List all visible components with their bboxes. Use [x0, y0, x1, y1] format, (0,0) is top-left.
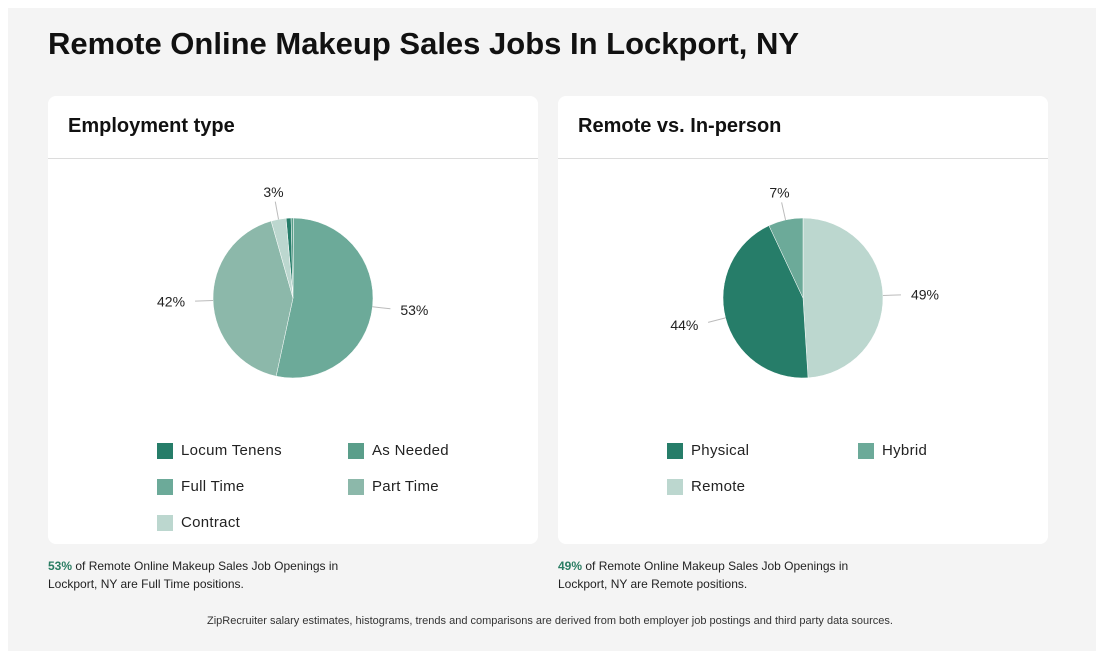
legend-swatch [157, 478, 173, 495]
pie-slice-part-time [212, 220, 294, 377]
pie-label-leader-line [195, 300, 214, 302]
pie-label-leader-line [882, 294, 901, 296]
legend-item-physical: Physical [667, 442, 749, 459]
remote-caption-highlight: 49% [558, 559, 583, 573]
legend-item-contract: Contract [157, 514, 240, 531]
legend-item-full-time: Full Time [157, 478, 245, 495]
legend-label: As Needed [372, 442, 449, 459]
pie-slice-hybrid [768, 217, 804, 299]
remote-caption: 49% of Remote Online Makeup Sales Job Op… [558, 557, 888, 593]
legend-item-hybrid: Hybrid [858, 442, 927, 459]
legend-label: Full Time [181, 478, 245, 495]
legend-item-part-time: Part Time [348, 478, 439, 495]
employment-type-title: Employment type [68, 115, 235, 137]
pie-slice-remote [802, 217, 884, 379]
remote-vs-inperson-card: Remote vs. In-person 49% 44% 7% Physical Hy… [558, 96, 1048, 544]
legend-swatch [667, 442, 683, 459]
pie-percent-label-hybrid: 7% [769, 185, 789, 201]
legend-swatch [858, 442, 874, 459]
pie-percent-label-remote: 49% [911, 287, 939, 303]
pie-slice-contract [270, 218, 294, 299]
pie-percent-label-contract: 3% [263, 184, 283, 200]
employment-caption-highlight: 53% [48, 559, 73, 573]
legend-swatch [157, 514, 173, 531]
legend-label: Hybrid [882, 442, 928, 459]
remote-vs-inperson-title: Remote vs. In-person [578, 115, 782, 137]
legend-label: Contract [181, 514, 241, 531]
employment-caption-text: of Remote Online Makeup Sales Job Openin… [48, 559, 339, 591]
legend-swatch [348, 442, 364, 459]
employment-type-card: Employment type 53% 42% 3% Locum Tenens As … [48, 96, 538, 544]
remote-caption-text: of Remote Online Makeup Sales Job Openin… [558, 559, 849, 591]
legend-item-remote: Remote [667, 478, 745, 495]
legend-label: Part Time [372, 478, 439, 495]
legend-swatch [348, 478, 364, 495]
legend-swatch [157, 442, 173, 459]
pie-label-leader-line [707, 317, 726, 323]
legend-label: Physical [691, 442, 750, 459]
legend-swatch [667, 478, 683, 495]
legend-label: Locum Tenens [181, 442, 282, 459]
legend-item-as-needed: As Needed [348, 442, 449, 459]
pie-percent-label-physical: 44% [670, 317, 698, 333]
employment-caption: 53% of Remote Online Makeup Sales Job Op… [48, 557, 378, 593]
page-title: Remote Online Makeup Sales Jobs In Lockp… [48, 26, 800, 61]
card-divider [558, 158, 1048, 159]
pie-label-leader-line [781, 202, 787, 221]
footer-disclaimer: ZipRecruiter salary estimates, histogram… [207, 615, 893, 627]
pie-percent-label-part-time: 42% [157, 293, 185, 309]
pie-label-leader-line [274, 201, 280, 220]
remote-vs-inperson-pie-chart: 49% 44% 7% [670, 185, 939, 379]
pie-percent-label-full-time: 53% [400, 302, 428, 318]
card-divider [48, 158, 538, 159]
pie-label-leader-line [372, 306, 391, 310]
legend-label: Remote [691, 478, 746, 495]
legend-item-locum-tenens: Locum Tenens [157, 442, 282, 459]
employment-type-pie-chart: 53% 42% 3% [157, 184, 428, 379]
